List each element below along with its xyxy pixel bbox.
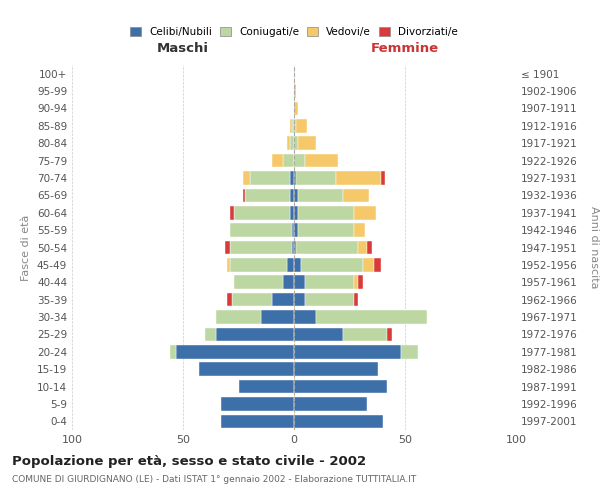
Bar [230,240,292,254]
Bar [290,188,294,202]
Bar [225,240,230,254]
Bar [294,84,296,98]
Bar [363,258,374,272]
Bar [227,258,230,272]
Bar [294,414,383,428]
Bar [290,136,294,150]
Bar [294,119,296,132]
Bar [239,380,294,394]
Bar [298,224,354,237]
Bar [294,224,298,237]
Bar [287,258,294,272]
Bar [336,171,380,185]
Bar [217,328,294,341]
Bar [243,188,245,202]
Bar [283,154,294,168]
Bar [294,240,296,254]
Bar [305,276,354,289]
Bar [230,224,292,237]
Bar [243,171,250,185]
Bar [294,136,298,150]
Bar [343,188,370,202]
Bar [230,258,287,272]
Bar [305,154,338,168]
Bar [294,397,367,410]
Bar [316,310,427,324]
Bar [374,258,380,272]
Bar [221,397,294,410]
Bar [272,154,283,168]
Bar [305,293,354,306]
Bar [343,328,387,341]
Bar [272,293,294,306]
Bar [298,206,354,220]
Bar [290,119,292,132]
Legend: Celibi/Nubili, Coniugati/e, Vedovi/e, Divorziati/e: Celibi/Nubili, Coniugati/e, Vedovi/e, Di… [126,23,462,41]
Bar [292,240,294,254]
Text: Femmine: Femmine [371,42,439,54]
Bar [290,206,294,220]
Bar [221,414,294,428]
Bar [283,276,294,289]
Text: Maschi: Maschi [157,42,209,54]
Bar [292,119,294,132]
Bar [387,328,392,341]
Y-axis label: Fasce di età: Fasce di età [22,214,31,280]
Bar [205,328,217,341]
Bar [216,310,260,324]
Bar [354,224,365,237]
Bar [199,362,294,376]
Bar [298,188,343,202]
Bar [367,240,372,254]
Bar [294,328,343,341]
Bar [290,171,294,185]
Bar [232,293,272,306]
Bar [296,119,307,132]
Bar [358,240,367,254]
Text: Popolazione per età, sesso e stato civile - 2002: Popolazione per età, sesso e stato civil… [12,455,366,468]
Bar [294,345,401,358]
Bar [380,171,385,185]
Bar [298,136,316,150]
Bar [292,224,294,237]
Bar [294,188,298,202]
Bar [301,258,363,272]
Bar [234,206,290,220]
Bar [401,345,418,358]
Y-axis label: Anni di nascita: Anni di nascita [589,206,599,289]
Bar [234,276,283,289]
Bar [294,102,298,115]
Bar [294,206,298,220]
Bar [287,136,290,150]
Bar [294,380,387,394]
Bar [354,293,358,306]
Bar [294,276,305,289]
Bar [245,188,290,202]
Bar [170,345,176,358]
Bar [296,171,336,185]
Bar [354,276,358,289]
Bar [260,310,294,324]
Bar [354,206,376,220]
Bar [294,293,305,306]
Bar [250,171,290,185]
Bar [176,345,294,358]
Bar [294,362,379,376]
Bar [230,206,234,220]
Text: COMUNE DI GIURDIGNANO (LE) - Dati ISTAT 1° gennaio 2002 - Elaborazione TUTTITALI: COMUNE DI GIURDIGNANO (LE) - Dati ISTAT … [12,475,416,484]
Bar [294,310,316,324]
Bar [227,293,232,306]
Bar [294,154,305,168]
Bar [294,171,296,185]
Bar [358,276,363,289]
Bar [296,240,358,254]
Bar [294,258,301,272]
